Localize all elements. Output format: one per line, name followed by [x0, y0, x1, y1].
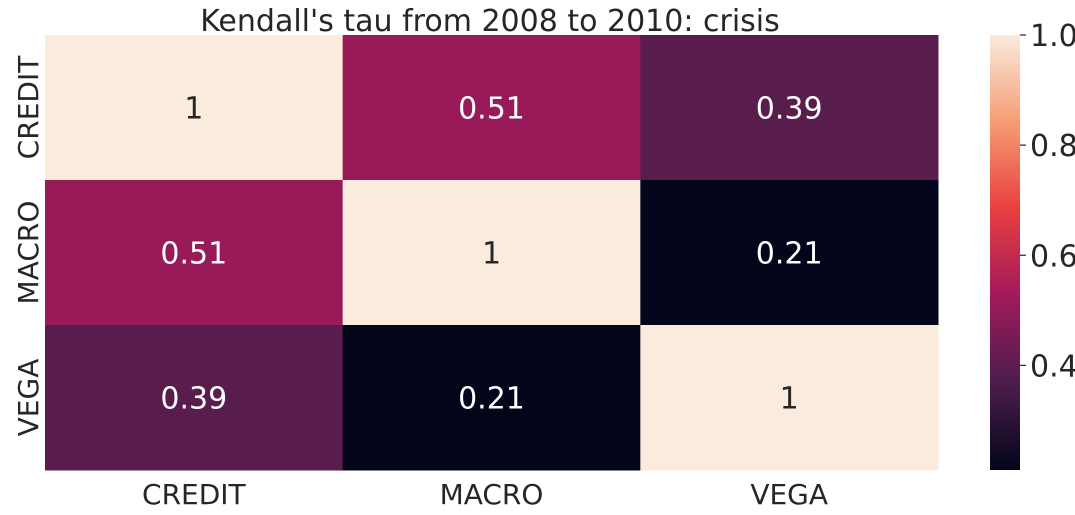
colorbar-tick-label: 0.6 [1030, 239, 1075, 274]
x-tick-label: CREDIT [142, 478, 247, 511]
heatmap-cell-macro-credit [45, 180, 344, 326]
x-tick-labels: CREDIT MACRO VEGA [142, 478, 828, 511]
chart-title: Kendall's tau from 2008 to 2010: crisis [200, 4, 780, 39]
cell-annotation: 1 [780, 382, 799, 417]
colorbar-tick-label: 0.4 [1030, 349, 1075, 384]
colorbar [990, 35, 1020, 470]
cell-annotation: 0.51 [458, 92, 525, 127]
heatmap-cell-vega-macro [342, 325, 641, 471]
cell-annotation: 0.39 [160, 382, 227, 417]
cell-annotation: 0.21 [756, 237, 823, 272]
cell-annotation: 0.51 [160, 237, 227, 272]
cell-annotation: 1 [482, 237, 501, 272]
y-tick-label: VEGA [12, 359, 45, 437]
colorbar-tick-label: 1.0 [1030, 19, 1075, 54]
heatmap-cell-vega-vega [640, 325, 939, 471]
heatmap-cell-macro-macro [342, 180, 641, 326]
colorbar-ticks: 0.4 0.6 0.8 1.0 [1020, 19, 1075, 384]
heatmap-cell-macro-vega [640, 180, 939, 326]
colorbar-tick-label: 0.8 [1030, 129, 1075, 164]
x-tick-label: MACRO [440, 478, 544, 511]
heatmap-cell-credit-vega [640, 35, 939, 181]
y-tick-label: CREDIT [12, 55, 45, 160]
x-tick-label: VEGA [750, 478, 828, 511]
cell-annotation: 0.21 [458, 382, 525, 417]
cell-annotation: 0.39 [756, 92, 823, 127]
y-tick-labels: CREDIT MACRO VEGA [12, 55, 45, 437]
heatmap-cell-credit-macro [342, 35, 641, 181]
cell-annotation: 1 [184, 92, 203, 127]
heatmap-cells: 1 0.51 0.39 0.51 1 0.21 0.39 0.21 1 [45, 35, 939, 471]
y-tick-label: MACRO [12, 201, 45, 305]
heatmap-cell-credit-credit [45, 35, 344, 181]
heatmap-cell-vega-credit [45, 325, 344, 471]
